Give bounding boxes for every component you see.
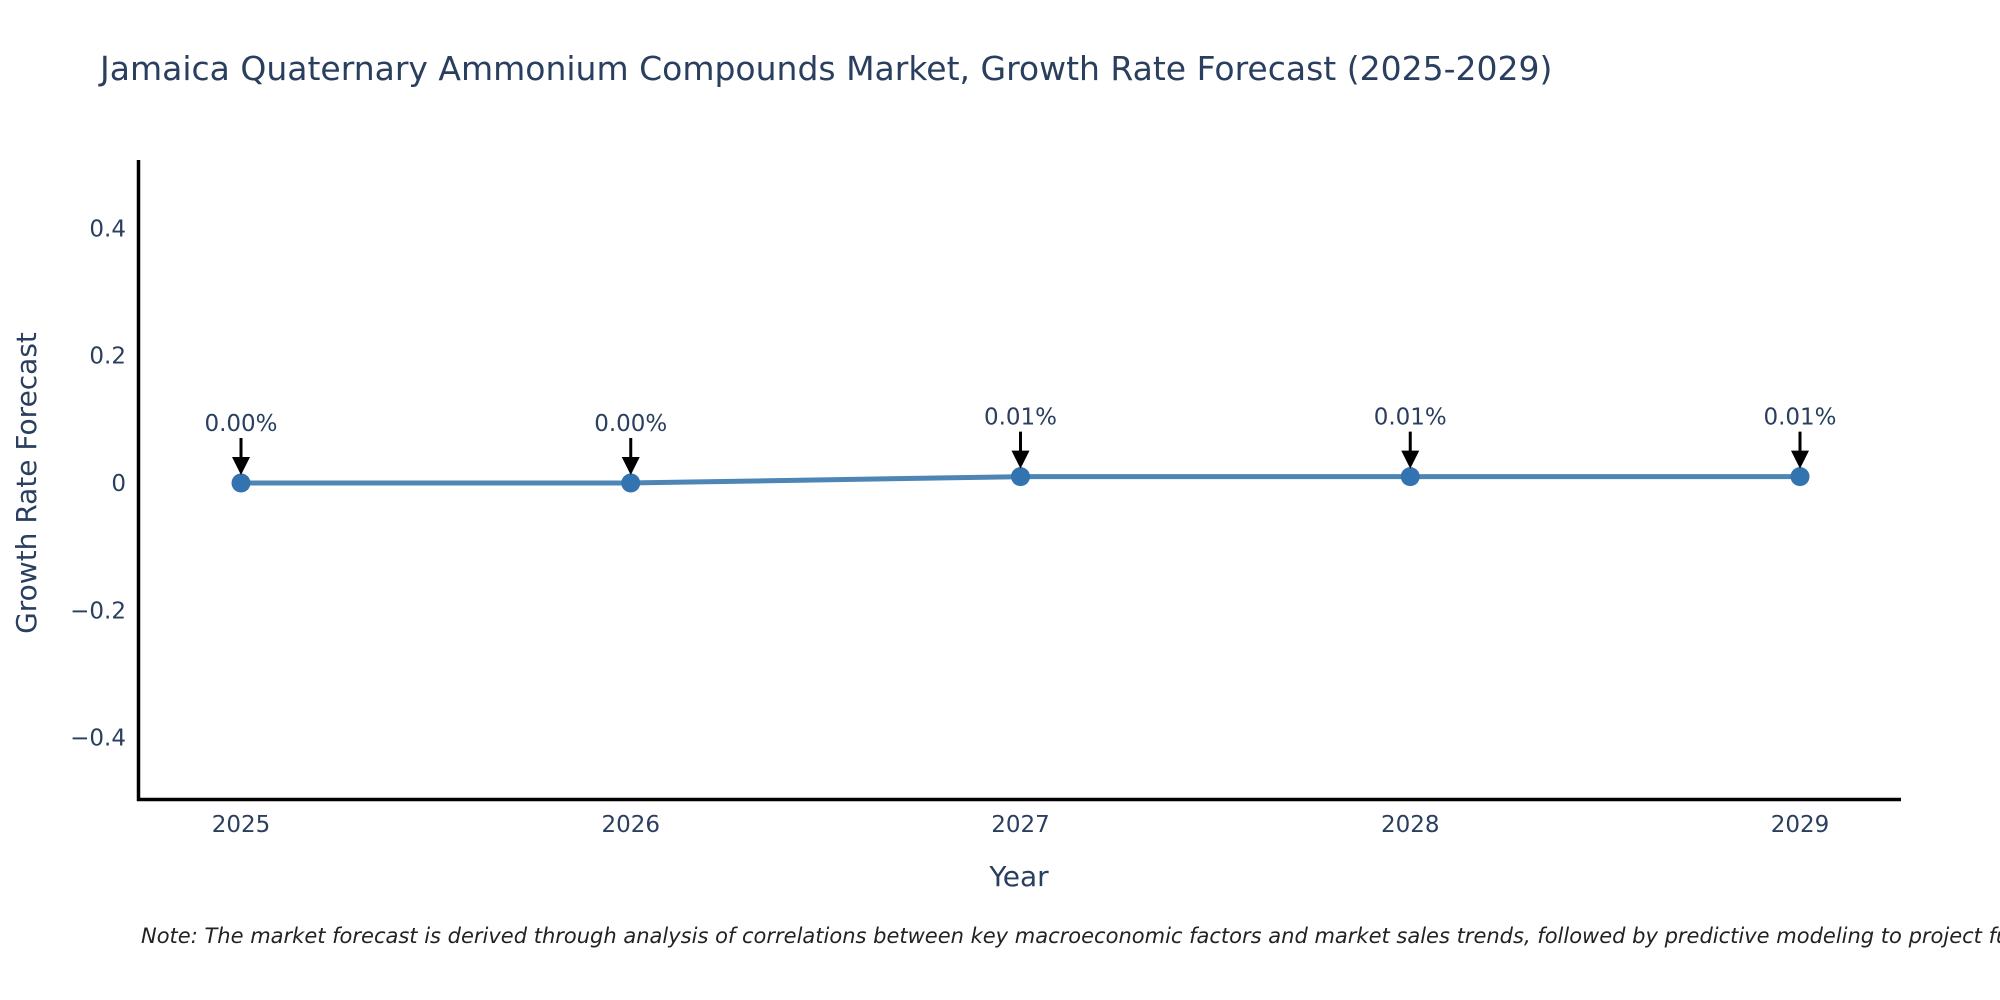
arrow-head-icon (1791, 450, 1809, 469)
x-tick-label: 2028 (1381, 812, 1440, 838)
arrow-head-icon (232, 457, 250, 475)
data-point-2029 (1790, 467, 1810, 487)
x-tick-label: 2026 (601, 812, 660, 838)
annotation-arrow-2026 (621, 438, 640, 475)
annotation-label-2027: 0.01% (984, 405, 1057, 431)
arrow-head-icon (621, 457, 640, 475)
annotation-label-2029: 0.01% (1763, 405, 1836, 431)
x-tick-label: 2025 (212, 812, 271, 838)
y-tick-label: −0.2 (70, 598, 126, 624)
annotation-label-2025: 0.00% (204, 411, 277, 437)
y-tick-label: −0.4 (70, 726, 126, 752)
x-tick-label: 2027 (991, 812, 1050, 838)
annotation-label-2026: 0.00% (594, 411, 667, 437)
y-tick-label: 0.2 (89, 344, 126, 370)
data-point-2025 (231, 473, 251, 493)
y-tick-label: 0.4 (89, 216, 126, 242)
annotation-arrow-2025 (232, 438, 250, 475)
y-tick-label: 0 (111, 471, 126, 497)
annotation-arrow-2028 (1401, 431, 1420, 469)
x-tick-label: 2029 (1771, 812, 1830, 838)
y-axis-title: Growth Rate Forecast (10, 332, 43, 634)
x-axis-title: Year (988, 860, 1049, 893)
data-point-2027 (1011, 467, 1030, 487)
arrow-head-icon (1011, 450, 1030, 469)
data-point-2028 (1400, 467, 1420, 487)
annotation-label-2028: 0.01% (1374, 405, 1447, 431)
annotation-arrow-2027 (1011, 431, 1030, 469)
data-point-2026 (621, 473, 641, 493)
annotation-arrow-2029 (1791, 431, 1809, 469)
arrow-head-icon (1401, 450, 1420, 469)
chart-title: Jamaica Quaternary Ammonium Compounds Ma… (100, 49, 1553, 88)
footnote-text: Note: The market forecast is derived thr… (141, 924, 2000, 948)
